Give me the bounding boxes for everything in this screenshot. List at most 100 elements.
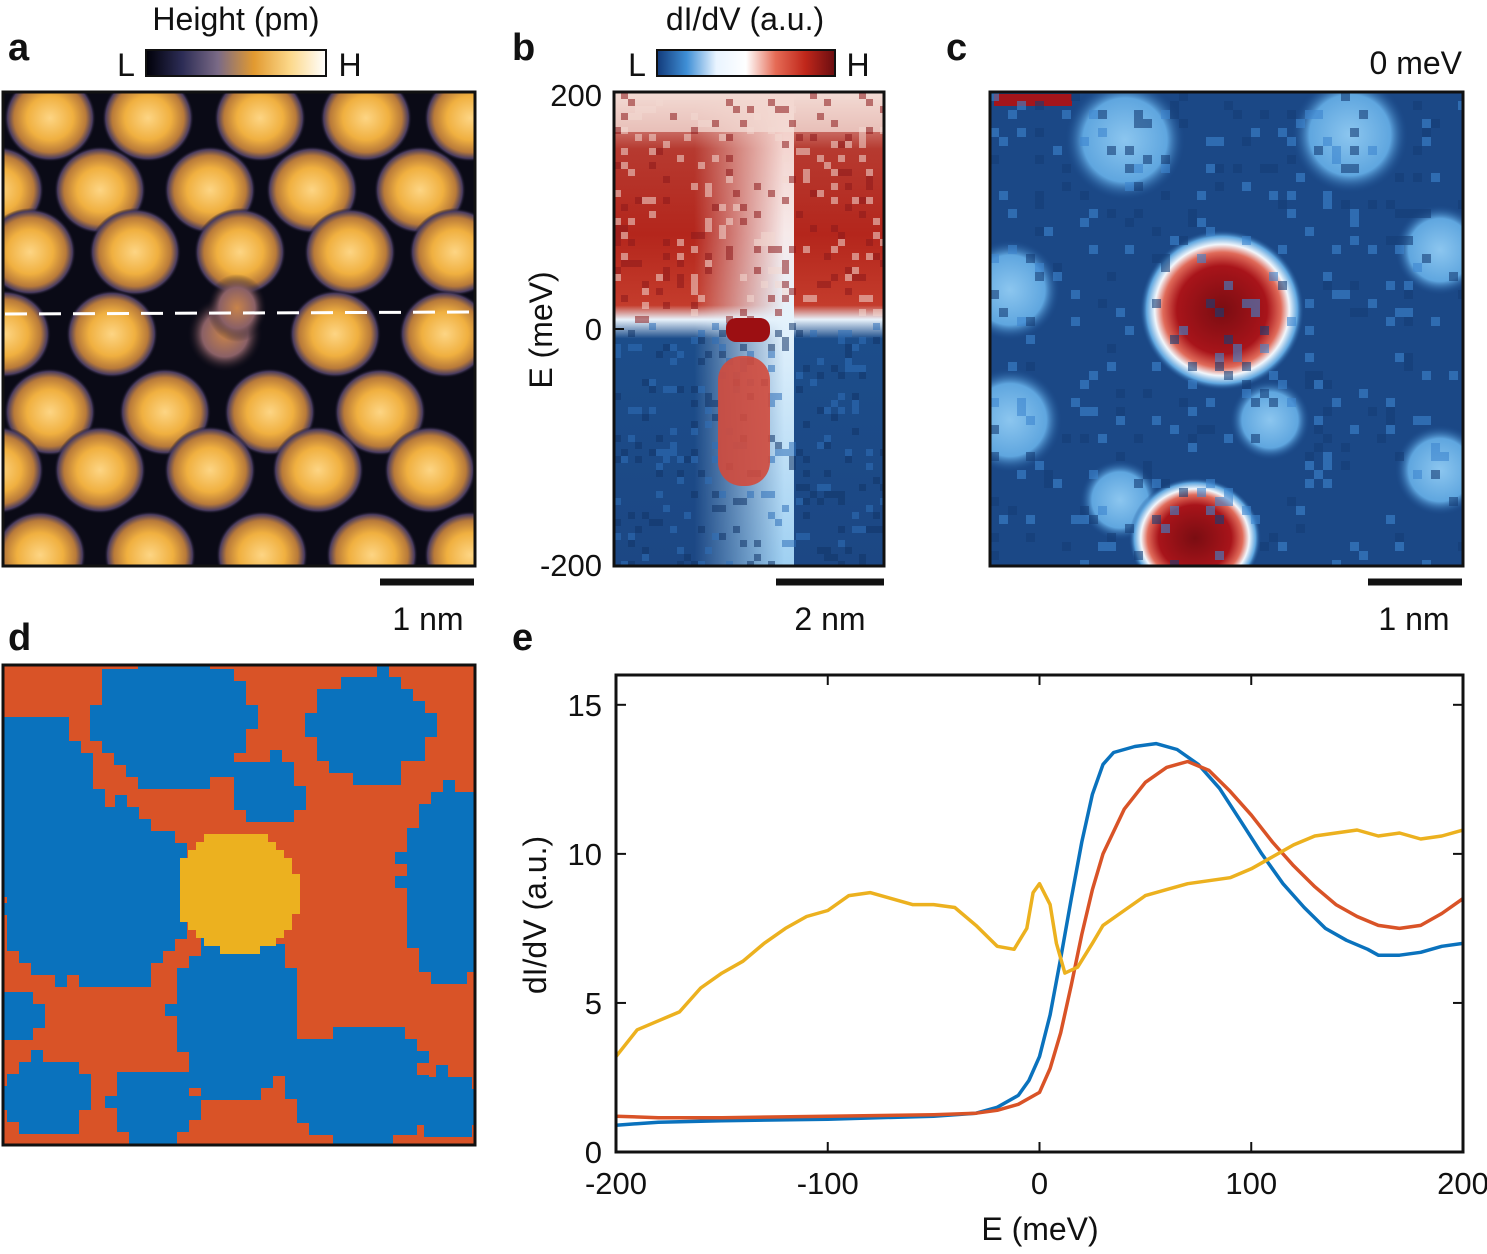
cluster-blue-cell (246, 786, 258, 798)
colorbar-a-high: H (338, 47, 361, 83)
cluster-blue-cell (103, 831, 115, 843)
atom-blob (54, 426, 146, 514)
cluster-blue-cell (31, 1050, 43, 1062)
cluster-yellow-cell (252, 914, 260, 922)
cluster-yellow-cell (220, 842, 228, 850)
colorbar-b (656, 49, 836, 77)
cluster-blue-cell (138, 705, 150, 717)
cluster-blue-cell (91, 891, 103, 903)
cluster-yellow-cell (284, 914, 292, 922)
cluster-blue-cell (419, 876, 431, 888)
cluster-blue-cell (273, 944, 285, 956)
atom-blob (334, 368, 426, 456)
cluster-blue-cell (151, 903, 163, 915)
cluster-blue-cell (443, 900, 455, 912)
cluster-blue-cell (177, 1028, 189, 1040)
cluster-blue-cell (102, 669, 114, 681)
cluster-blue-cell (412, 1077, 424, 1089)
cluster-blue-cell (115, 831, 127, 843)
cluster-blue-cell (467, 828, 475, 840)
cluster-blue-cell (186, 729, 198, 741)
cluster-blue-cell (162, 777, 174, 789)
cluster-blue-cell (189, 956, 201, 968)
cluster-blue-cell (163, 891, 175, 903)
cluster-blue-cell (9, 825, 21, 837)
cluster-yellow-cell (260, 858, 268, 866)
cluster-blue-cell (431, 876, 443, 888)
cluster-blue-cell (377, 761, 389, 773)
cluster-yellow-cell (276, 858, 284, 866)
cluster-blue-cell (162, 693, 174, 705)
cluster-blue-cell (393, 1027, 405, 1039)
cluster-blue-cell (162, 705, 174, 717)
cluster-blue-cell (393, 1123, 405, 1135)
cluster-blue-cell (467, 888, 475, 900)
cluster-blue-cell (79, 855, 91, 867)
cluster-blue-cell (45, 729, 57, 741)
cluster-yellow-cell (244, 930, 252, 938)
cluster-blue-cell (91, 855, 103, 867)
cluster-blue-cell (401, 737, 413, 749)
cluster-blue-cell (9, 992, 21, 1004)
cluster-blue-cell (151, 951, 163, 963)
panel-e-xlabel: E (meV) (981, 1211, 1098, 1247)
cluster-yellow-cell (212, 922, 220, 930)
cluster-blue-cell (189, 1064, 201, 1076)
cluster-blue-cell (369, 1039, 381, 1051)
panel-d-frame (1, 663, 477, 1147)
cluster-yellow-cell (228, 946, 236, 954)
cluster-blue-cell (43, 831, 55, 843)
cluster-blue-cell (55, 903, 67, 915)
cluster-blue-cell (103, 963, 115, 975)
cluster-blue-cell (345, 1135, 357, 1145)
cluster-blue-cell (57, 777, 69, 789)
panel-c: c 0 meV 1 nm (946, 27, 1465, 637)
cluster-blue-cell (139, 903, 151, 915)
cluster-yellow-cell (188, 898, 196, 906)
cluster-blue-cell (393, 1039, 405, 1051)
cluster-blue-cell (273, 1052, 285, 1064)
cluster-blue-cell (43, 1086, 55, 1098)
cluster-blue-cell (234, 774, 246, 786)
cluster-blue-cell (67, 1098, 79, 1110)
cluster-blue-cell (127, 915, 139, 927)
cluster-blue-cell (114, 753, 126, 765)
dim-atom-spot (990, 240, 1060, 340)
cluster-blue-cell (114, 681, 126, 693)
cluster-blue-cell (467, 900, 475, 912)
cluster-blue-cell (282, 774, 294, 786)
cluster-yellow-cell (212, 898, 220, 906)
cluster-yellow-cell (236, 938, 244, 946)
cluster-blue-cell (198, 741, 210, 753)
cluster-blue-cell (309, 1075, 321, 1087)
cluster-blue-cell (443, 960, 455, 972)
cluster-blue-cell (210, 693, 222, 705)
cluster-blue-cell (273, 956, 285, 968)
cluster-blue-cell (321, 1111, 333, 1123)
cluster-blue-cell (389, 761, 401, 773)
cluster-blue-cell (9, 789, 21, 801)
cluster-yellow-cell (204, 882, 212, 890)
cluster-blue-cell (79, 927, 91, 939)
cluster-blue-cell (90, 705, 102, 717)
cluster-blue-cell (7, 927, 19, 939)
cluster-blue-cell (261, 1040, 273, 1052)
cluster-blue-cell (67, 867, 79, 879)
cluster-yellow-cell (268, 858, 276, 866)
cluster-blue-cell (249, 956, 261, 968)
cluster-blue-cell (102, 693, 114, 705)
cluster-blue-cell (460, 1125, 472, 1137)
cluster-blue-cell (141, 1072, 153, 1084)
cluster-blue-cell (297, 1039, 309, 1051)
cluster-blue-cell (67, 1062, 79, 1074)
cluster-blue-cell (273, 980, 285, 992)
cluster-blue-cell (436, 1077, 448, 1089)
cluster-blue-cell (91, 843, 103, 855)
cluster-blue-cell (7, 939, 19, 951)
cluster-blue-cell (91, 963, 103, 975)
cluster-blue-cell (424, 1089, 436, 1101)
cluster-blue-cell (353, 773, 365, 785)
cluster-blue-cell (198, 705, 210, 717)
cluster-blue-cell (369, 1099, 381, 1111)
cluster-blue-cell (317, 737, 329, 749)
